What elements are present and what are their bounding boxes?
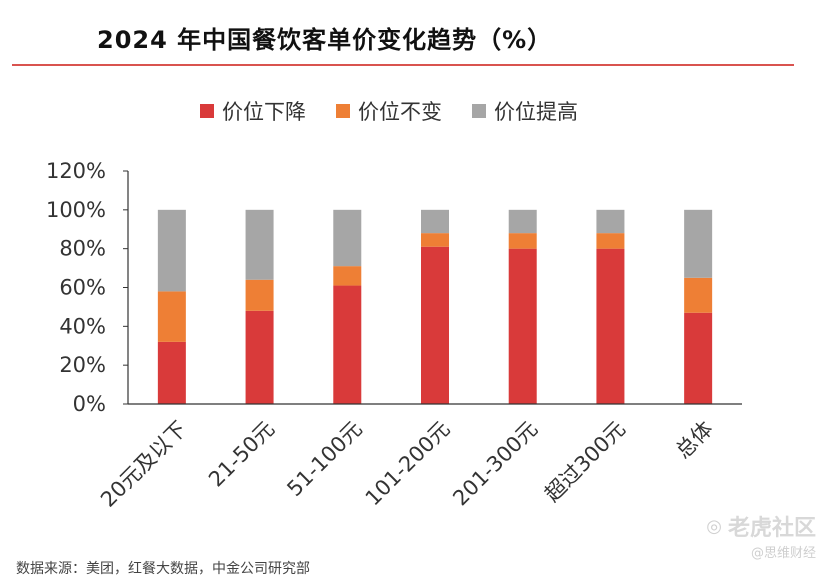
tiger-logo-icon: ◎ bbox=[706, 515, 722, 537]
bar-segment bbox=[508, 209, 537, 234]
bar-segment bbox=[508, 248, 537, 404]
bar-segment bbox=[157, 291, 186, 342]
legend-item-decrease: 价位下降 bbox=[200, 96, 306, 126]
bar-segment bbox=[508, 233, 537, 249]
y-tick-label: 40% bbox=[59, 314, 106, 338]
bar-segment bbox=[421, 246, 449, 404]
y-tick-label: 0% bbox=[73, 392, 106, 416]
y-tick-label: 100% bbox=[46, 198, 106, 222]
x-tick-label: 总体 bbox=[671, 417, 718, 464]
bar-segment bbox=[245, 279, 274, 311]
x-axis-labels: 20元及以下 21-50元 51-100元101-200元201-300元超过300… bbox=[96, 417, 718, 512]
legend-label-increase: 价位提高 bbox=[494, 100, 578, 124]
bar-segment bbox=[245, 310, 274, 404]
x-tick-label: 51-100元 bbox=[282, 417, 366, 501]
bar-segment bbox=[684, 312, 713, 404]
legend-swatch-decrease bbox=[200, 104, 214, 118]
bar-segment bbox=[245, 209, 274, 280]
x-tick-label: 21-50元 bbox=[204, 417, 279, 492]
bar-segment bbox=[596, 209, 625, 234]
watermark-sub: @思维财经 bbox=[750, 546, 816, 561]
bar-segment bbox=[684, 209, 713, 278]
bars bbox=[157, 209, 713, 404]
x-tick-label: 超过300元 bbox=[540, 417, 630, 507]
bar-segment bbox=[157, 341, 186, 404]
bar-segment bbox=[596, 248, 625, 404]
x-tick-label: 101-200元 bbox=[361, 417, 455, 511]
legend-item-unchanged: 价位不变 bbox=[336, 96, 442, 126]
bar-segment bbox=[333, 285, 362, 404]
watermark: ◎ 老虎社区 bbox=[706, 510, 816, 542]
bar-segment bbox=[421, 233, 449, 247]
bar-segment bbox=[157, 209, 186, 292]
y-tick-label: 60% bbox=[59, 276, 106, 300]
y-tick-label: 20% bbox=[59, 353, 106, 377]
x-tick-label: 201-300元 bbox=[448, 417, 542, 511]
legend-item-increase: 价位提高 bbox=[472, 96, 578, 126]
y-tick-label: 120% bbox=[46, 159, 106, 183]
legend-label-decrease: 价位下降 bbox=[222, 100, 306, 124]
x-tick-label: 20元及以下 bbox=[96, 417, 191, 512]
bar-segment bbox=[421, 209, 449, 234]
chart-title: 2024 年中国餐饮客单价变化趋势（%） bbox=[97, 26, 553, 54]
bar-segment bbox=[596, 233, 625, 249]
legend: 价位下降 价位不变 价位提高 bbox=[200, 97, 578, 125]
legend-swatch-increase bbox=[472, 104, 486, 118]
title-divider bbox=[12, 64, 794, 66]
bar-segment bbox=[684, 277, 713, 313]
legend-label-unchanged: 价位不变 bbox=[358, 100, 442, 124]
bar-segment bbox=[333, 209, 362, 267]
y-axis-ticks: 0% 20% 40% 60% 80% 100% 120% bbox=[46, 159, 128, 416]
legend-swatch-unchanged bbox=[336, 104, 350, 118]
watermark-text: 老虎社区 bbox=[727, 516, 816, 541]
bar-segment bbox=[333, 266, 362, 286]
y-tick-label: 80% bbox=[59, 237, 106, 261]
source-note: 数据来源：美团，红餐大数据，中金公司研究部 bbox=[16, 561, 310, 577]
